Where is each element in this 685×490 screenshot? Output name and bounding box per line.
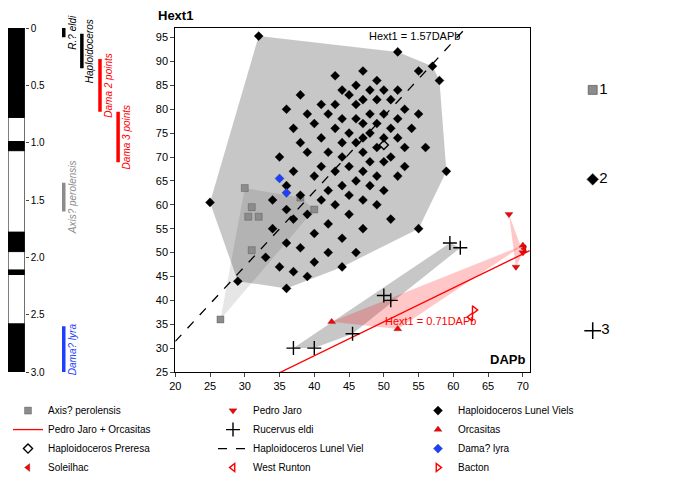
svg-text:70: 70 (156, 151, 168, 163)
svg-text:Hext1: Hext1 (158, 8, 193, 23)
svg-text:Hext1 = 0.71DAPb: Hext1 = 0.71DAPb (385, 315, 476, 327)
svg-text:Pedro Jaro: Pedro Jaro (253, 405, 302, 416)
svg-text:Hext1 = 1.57DAPb: Hext1 = 1.57DAPb (369, 30, 460, 42)
svg-text:25: 25 (156, 366, 168, 378)
svg-text:R.? eldi: R.? eldi (67, 15, 78, 50)
svg-text:Dama? lyra: Dama? lyra (67, 324, 78, 376)
svg-text:2.0: 2.0 (31, 252, 45, 263)
svg-text:30: 30 (239, 380, 251, 392)
svg-text:Haploidoceros Lunel Viel: Haploidoceros Lunel Viel (253, 443, 363, 454)
svg-text:0.5: 0.5 (31, 80, 45, 91)
svg-text:95: 95 (156, 31, 168, 43)
svg-text:West Runton: West Runton (253, 462, 311, 473)
svg-text:Bacton: Bacton (458, 462, 489, 473)
svg-text:65: 65 (482, 380, 494, 392)
svg-text:Orcasitas: Orcasitas (458, 424, 500, 435)
svg-text:Rucervus eldi: Rucervus eldi (253, 424, 314, 435)
svg-text:Axis? perolensis: Axis? perolensis (67, 160, 78, 234)
svg-text:Pedro Jaro + Orcasitas: Pedro Jaro + Orcasitas (48, 424, 151, 435)
svg-text:70: 70 (517, 380, 529, 392)
svg-text:20: 20 (169, 380, 181, 392)
svg-text:2: 2 (599, 169, 607, 186)
svg-text:90: 90 (156, 55, 168, 67)
svg-text:Haploidoceros: Haploidoceros (84, 19, 95, 83)
svg-text:1: 1 (599, 80, 607, 97)
svg-text:Dama 3 points: Dama 3 points (121, 105, 132, 169)
svg-text:40: 40 (156, 294, 168, 306)
svg-text:2.5: 2.5 (31, 309, 45, 320)
svg-text:45: 45 (156, 270, 168, 282)
svg-text:55: 55 (156, 223, 168, 235)
svg-text:Soleilhac: Soleilhac (48, 462, 89, 473)
svg-text:60: 60 (447, 380, 459, 392)
svg-text:Axis? perolensis: Axis? perolensis (48, 405, 121, 416)
svg-text:85: 85 (156, 79, 168, 91)
svg-text:60: 60 (156, 199, 168, 211)
svg-text:45: 45 (343, 380, 355, 392)
svg-text:55: 55 (412, 380, 424, 392)
svg-text:1.0: 1.0 (31, 137, 45, 148)
svg-text:35: 35 (273, 380, 285, 392)
svg-text:1.5: 1.5 (31, 195, 45, 206)
svg-text:DAPb: DAPb (490, 352, 525, 367)
svg-text:Dama 2 points: Dama 2 points (103, 53, 114, 117)
svg-text:80: 80 (156, 103, 168, 115)
svg-text:3: 3 (601, 320, 609, 337)
svg-text:50: 50 (378, 380, 390, 392)
svg-text:35: 35 (156, 318, 168, 330)
svg-text:Haploidoceros Preresa: Haploidoceros Preresa (48, 443, 150, 454)
svg-text:Dama? lyra: Dama? lyra (458, 443, 510, 454)
svg-text:Haploidoceros Lunel Viels: Haploidoceros Lunel Viels (458, 405, 573, 416)
svg-text:65: 65 (156, 175, 168, 187)
svg-text:75: 75 (156, 127, 168, 139)
svg-text:30: 30 (156, 342, 168, 354)
svg-text:40: 40 (308, 380, 320, 392)
svg-text:25: 25 (204, 380, 216, 392)
svg-text:3.0: 3.0 (31, 367, 45, 378)
svg-text:0: 0 (31, 23, 37, 34)
svg-text:50: 50 (156, 246, 168, 258)
